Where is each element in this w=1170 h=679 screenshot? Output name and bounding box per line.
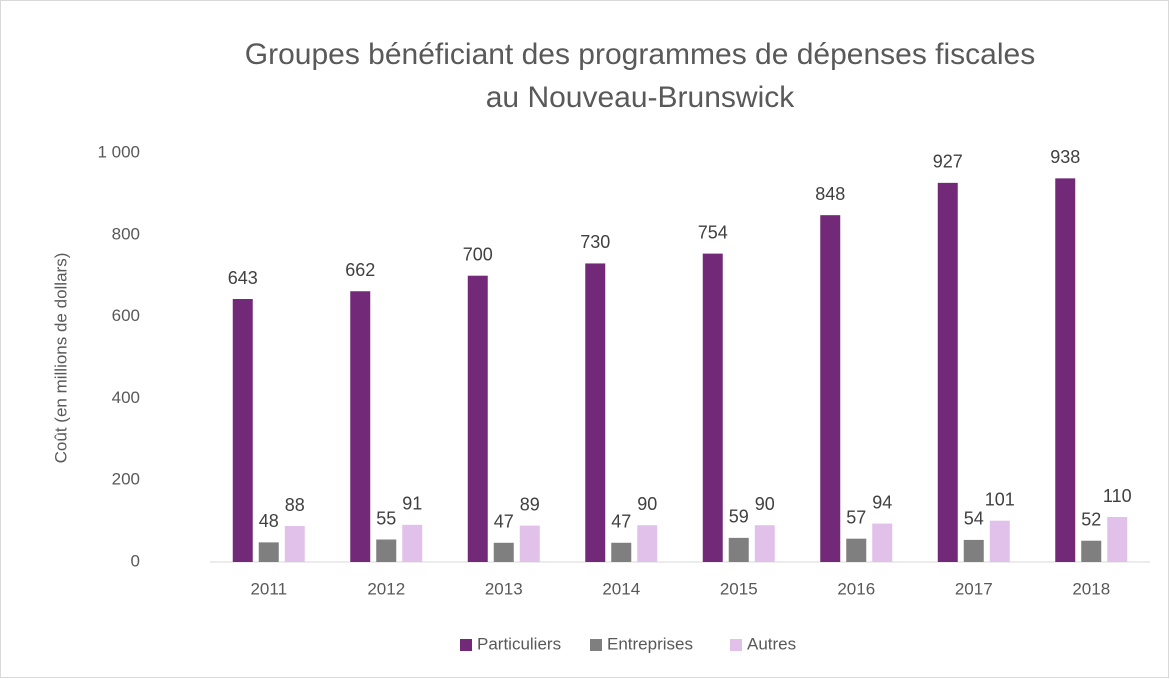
x-tick-label: 2015	[720, 579, 758, 598]
legend-swatch	[460, 639, 472, 651]
data-label: 927	[933, 152, 963, 172]
bar	[846, 538, 867, 562]
bar	[402, 524, 423, 562]
data-label: 89	[520, 494, 540, 514]
bar	[754, 525, 775, 562]
bar	[963, 539, 984, 562]
bar	[258, 542, 279, 562]
bar	[820, 215, 841, 562]
data-label: 700	[463, 244, 493, 264]
data-label: 938	[1050, 147, 1080, 167]
data-label: 730	[580, 232, 610, 252]
data-label: 90	[755, 494, 775, 514]
data-label: 48	[259, 511, 279, 531]
x-tick-label: 2011	[250, 579, 287, 598]
bar	[637, 525, 658, 562]
data-label: 754	[698, 222, 728, 242]
data-label: 54	[964, 509, 984, 529]
bar	[1081, 540, 1102, 562]
data-label: 848	[815, 184, 845, 204]
x-tick-label: 2012	[367, 579, 405, 598]
bar	[519, 525, 540, 562]
bar	[493, 542, 514, 562]
data-label: 88	[285, 495, 305, 515]
y-tick-label: 0	[131, 551, 140, 570]
bar	[1107, 517, 1128, 562]
data-label: 59	[729, 507, 749, 527]
bar	[284, 526, 305, 562]
bar	[989, 520, 1010, 562]
data-label: 662	[345, 260, 375, 280]
data-label: 101	[985, 489, 1015, 509]
x-tick-label: 2013	[485, 579, 523, 598]
data-label: 91	[402, 494, 422, 514]
y-tick-label: 600	[112, 306, 140, 325]
y-tick-label: 800	[112, 224, 140, 243]
bar	[232, 299, 253, 562]
data-label: 47	[611, 512, 631, 532]
bar	[728, 537, 749, 562]
data-label: 90	[637, 494, 657, 514]
data-label: 94	[872, 492, 892, 512]
bar	[350, 291, 371, 562]
bar	[872, 523, 893, 562]
data-label: 47	[494, 512, 514, 532]
bar	[1055, 178, 1076, 562]
y-tick-label: 200	[112, 470, 140, 489]
chart-title: Groupes bénéficiant des programmes de dé…	[245, 38, 1035, 71]
x-tick-label: 2018	[1072, 579, 1110, 598]
legend-swatch	[730, 639, 742, 651]
legend-swatch	[590, 639, 602, 651]
bar	[467, 275, 488, 562]
data-label: 52	[1081, 509, 1101, 529]
bar	[611, 542, 632, 562]
data-label: 643	[228, 268, 258, 288]
legend-label: Particuliers	[477, 634, 561, 653]
x-tick-label: 2016	[837, 579, 875, 598]
bar	[937, 182, 958, 562]
x-tick-label: 2014	[602, 579, 640, 598]
y-axis-label: Coût (en millions de dollars)	[51, 253, 70, 464]
chart-title: au Nouveau-Brunswick	[486, 81, 795, 114]
data-label: 55	[376, 508, 396, 528]
legend-label: Autres	[747, 634, 796, 653]
data-label: 110	[1103, 486, 1132, 506]
data-label: 57	[846, 507, 866, 527]
x-tick-label: 2017	[955, 579, 993, 598]
bar	[702, 253, 723, 562]
y-tick-label: 1 000	[97, 142, 140, 161]
bar	[376, 539, 397, 562]
bar	[585, 263, 606, 562]
legend-label: Entreprises	[607, 634, 693, 653]
y-tick-label: 400	[112, 388, 140, 407]
